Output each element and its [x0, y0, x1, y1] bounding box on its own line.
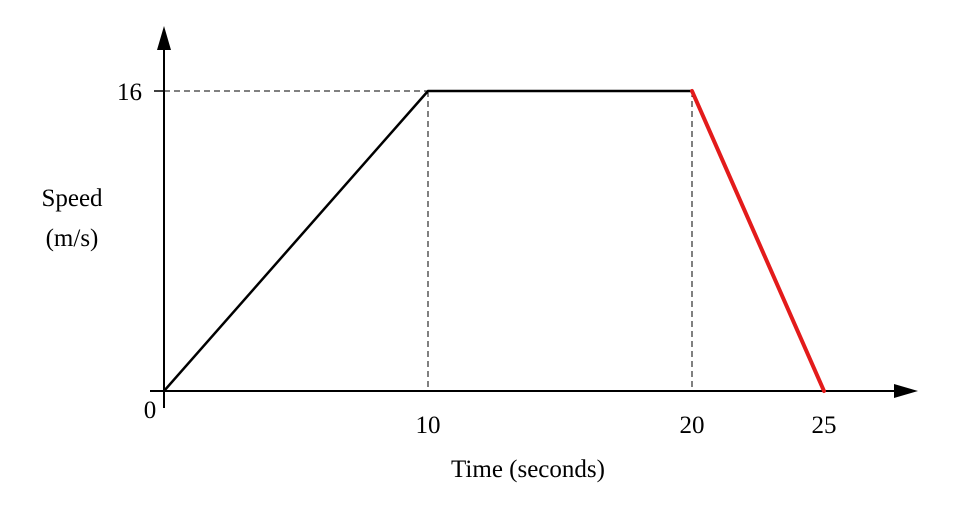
series-line-2: [690, 89, 826, 393]
y-tick-label-16: 16: [117, 79, 142, 106]
y-axis-arrowhead: [157, 26, 171, 50]
data-series: [162, 89, 826, 393]
origin-label: 0: [144, 397, 157, 424]
x-tick-label-25: 25: [812, 412, 837, 439]
series-line-1: [162, 89, 694, 393]
tick-labels: 10 20 25 16: [117, 79, 837, 439]
x-axis-title: Time (seconds): [451, 456, 605, 483]
y-axis-title-line2: (m/s): [46, 225, 99, 252]
x-tick-label-20: 20: [680, 412, 705, 439]
x-axis-arrowhead: [894, 384, 918, 398]
reference-lines: [164, 90, 693, 391]
x-tick-label-10: 10: [416, 412, 441, 439]
y-axis-title-line1: Speed: [41, 185, 103, 212]
axes: [150, 26, 918, 408]
